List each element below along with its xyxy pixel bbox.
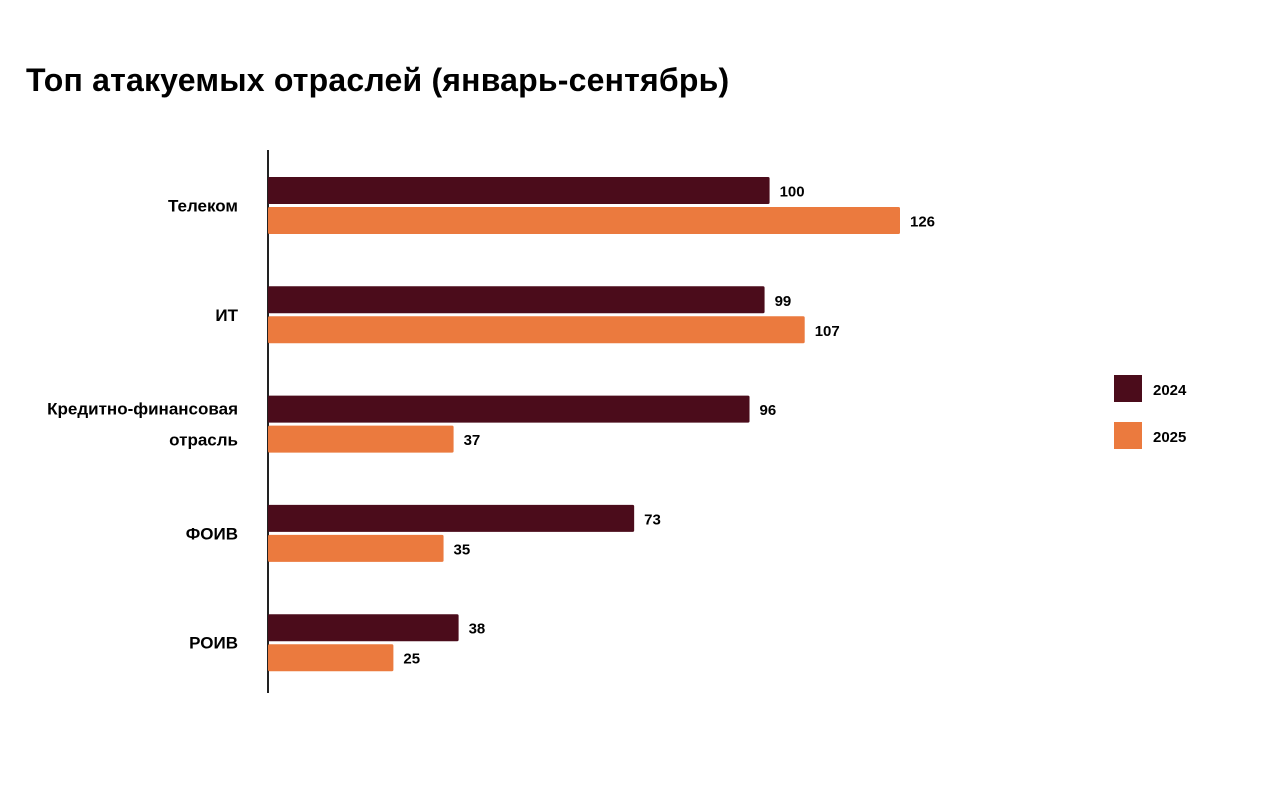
category-label: ИТ	[215, 306, 238, 325]
legend-swatch-2025	[1114, 422, 1142, 449]
chart-title: Топ атакуемых отраслей (январь-сентябрь)	[26, 62, 730, 98]
bar-2025	[268, 316, 805, 344]
data-label: 99	[775, 293, 792, 310]
bar-2024	[268, 286, 765, 314]
bar-2024	[268, 614, 459, 642]
category-label: РОИВ	[189, 634, 238, 653]
bar-2025	[268, 534, 444, 562]
data-label: 107	[815, 323, 840, 340]
category-label: ФОИВ	[186, 524, 238, 543]
data-label: 37	[464, 432, 481, 449]
bar-2025	[268, 425, 454, 453]
category-label: отрасль	[169, 431, 238, 450]
data-label: 100	[780, 184, 805, 201]
legend-swatch-2024	[1114, 375, 1142, 402]
data-label: 96	[760, 402, 777, 419]
data-label: 38	[469, 621, 486, 638]
category-label: Телеком	[168, 197, 238, 216]
bar-2024	[268, 177, 770, 204]
legend-label: 2024	[1153, 382, 1187, 399]
data-label: 73	[644, 511, 661, 528]
data-label: 25	[403, 651, 420, 668]
data-label: 126	[910, 214, 935, 231]
data-label: 35	[454, 541, 471, 558]
bar-2024	[268, 395, 750, 423]
legend-label: 2025	[1153, 429, 1186, 446]
bar-2025	[268, 207, 900, 234]
bar-2025	[268, 644, 394, 672]
bar-2024	[268, 504, 635, 532]
category-label: Кредитно-финансовая	[47, 400, 238, 419]
